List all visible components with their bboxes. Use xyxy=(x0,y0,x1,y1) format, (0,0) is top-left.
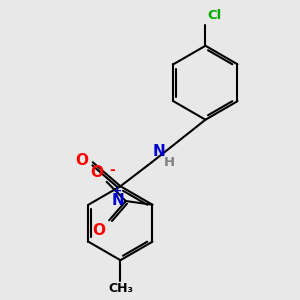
Text: O: O xyxy=(75,153,88,168)
Text: -: - xyxy=(110,164,115,177)
Text: Cl: Cl xyxy=(207,10,222,22)
Text: N: N xyxy=(112,193,124,208)
Text: N: N xyxy=(153,144,165,159)
Text: O: O xyxy=(91,165,103,180)
Text: O: O xyxy=(92,223,106,238)
Text: CH₃: CH₃ xyxy=(108,282,133,296)
Text: H: H xyxy=(164,156,175,169)
Text: +: + xyxy=(113,186,122,196)
